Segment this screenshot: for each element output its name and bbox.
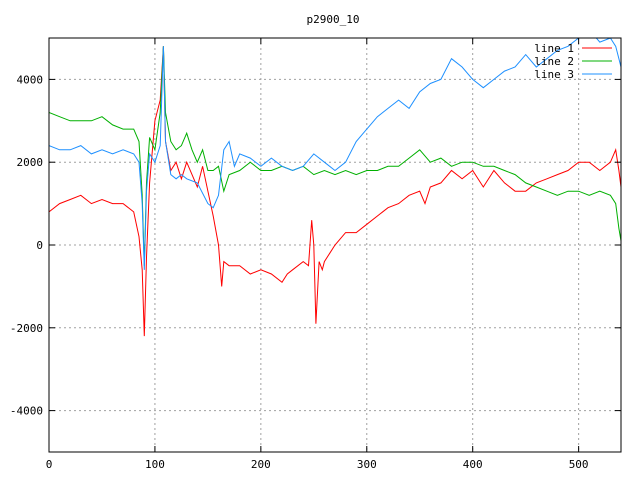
x-tick-label: 200	[251, 458, 271, 471]
x-tick-label: 300	[357, 458, 377, 471]
y-axis: -4000 -2000 0 2000 4000	[10, 73, 621, 418]
x-tick-label: 100	[145, 458, 165, 471]
grid	[49, 38, 621, 452]
legend-label-2: line 2	[534, 55, 574, 68]
series-group	[49, 38, 621, 337]
x-tick-label: 0	[46, 458, 53, 471]
x-tick-label: 400	[463, 458, 483, 471]
series-line-3	[49, 38, 621, 270]
y-tick-label: 4000	[17, 73, 44, 86]
chart-title: p2900_10	[307, 13, 360, 26]
y-tick-label: 2000	[17, 156, 44, 169]
y-tick-label: -2000	[10, 322, 43, 335]
x-axis: 0 100 200 300 400 500	[46, 38, 589, 471]
legend-label-1: line 1	[534, 42, 574, 55]
x-tick-label: 500	[569, 458, 589, 471]
y-tick-label: 0	[36, 239, 43, 252]
legend-label-3: line 3	[534, 68, 574, 81]
y-tick-label: -4000	[10, 405, 43, 418]
series-line-1	[49, 46, 621, 337]
